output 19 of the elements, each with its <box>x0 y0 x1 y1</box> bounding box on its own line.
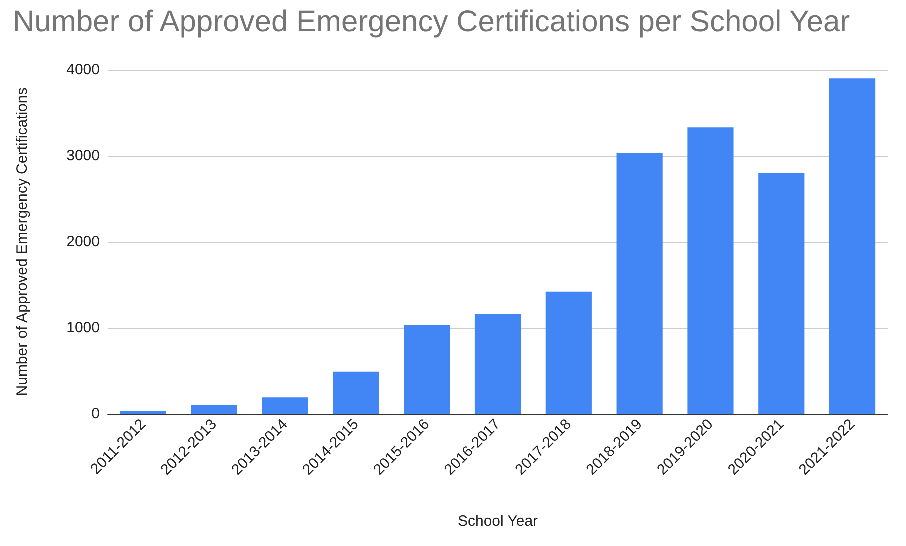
bar <box>191 405 238 414</box>
y-tick-label: 2000 <box>66 234 100 250</box>
bar <box>474 314 522 414</box>
y-axis-title: Number of Approved Emergency Certifications <box>14 88 31 396</box>
y-tick-label: 3000 <box>66 148 100 164</box>
bar <box>120 411 166 414</box>
bar <box>758 173 805 414</box>
x-axis-title: School Year <box>458 513 538 530</box>
bar <box>616 153 663 414</box>
y-tick-label: 4000 <box>66 62 100 78</box>
y-tick-label: 1000 <box>66 320 100 336</box>
bar <box>830 78 876 414</box>
bar <box>688 128 734 414</box>
y-tick-label: 0 <box>92 406 100 422</box>
bar <box>333 372 380 414</box>
chart-title: Number of Approved Emergency Certifications per School Year <box>13 6 850 38</box>
bar <box>404 325 450 414</box>
bar <box>262 398 308 414</box>
bar <box>546 292 592 414</box>
